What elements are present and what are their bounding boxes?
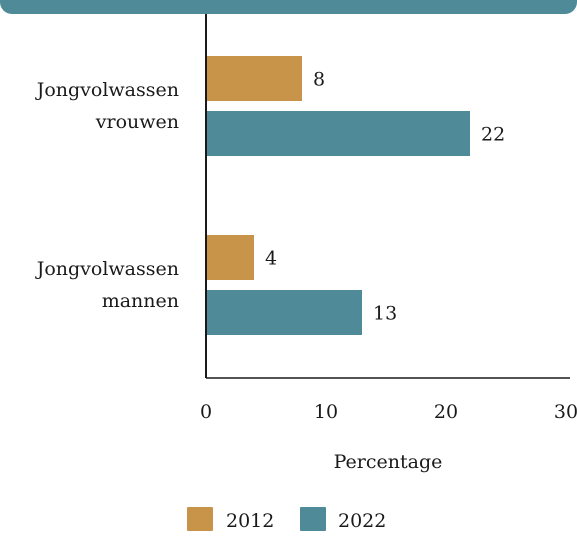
- bar-2012-1: [206, 235, 254, 280]
- category-label-1-1: mannen: [102, 290, 179, 312]
- legend-swatch-2022: [300, 507, 326, 531]
- category-label-0-0: Jongvolwassen: [35, 79, 179, 101]
- value-label-2012-1: 4: [265, 248, 277, 270]
- value-label-2022-0: 22: [481, 124, 505, 146]
- x-axis-title: Percentage: [334, 451, 443, 473]
- x-tick-label-10: 10: [314, 401, 338, 423]
- value-label-2022-1: 13: [373, 303, 397, 325]
- category-label-0-1: vrouwen: [95, 111, 179, 133]
- bar-2022-0: [206, 111, 470, 156]
- legend-label-2012: 2012: [226, 510, 274, 532]
- x-tick-label-20: 20: [434, 401, 458, 423]
- header-band: [0, 0, 577, 14]
- x-tick-label-30: 30: [554, 401, 577, 423]
- x-tick-label-0: 0: [200, 401, 212, 423]
- bar-2022-1: [206, 290, 362, 335]
- category-label-1-0: Jongvolwassen: [35, 258, 179, 280]
- legend-label-2022: 2022: [338, 510, 386, 532]
- legend-swatch-2012: [187, 507, 213, 531]
- value-label-2012-0: 8: [313, 69, 325, 91]
- bar-2012-0: [206, 56, 302, 101]
